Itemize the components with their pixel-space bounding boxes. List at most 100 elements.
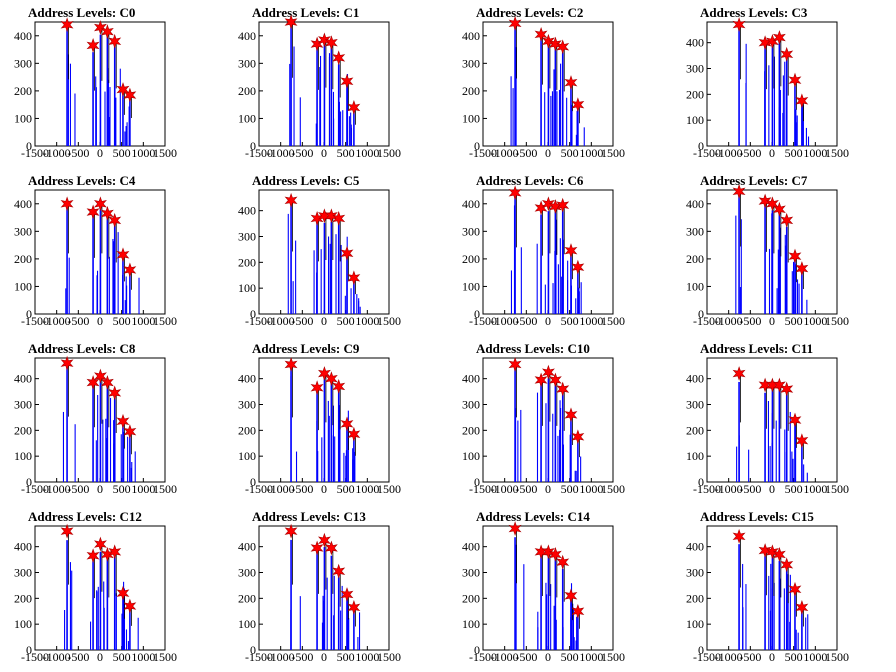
y-tick-label: 100 <box>686 279 704 293</box>
peak-marker <box>123 598 137 614</box>
chart-title: Address Levels: C1 <box>252 5 360 20</box>
x-tick-label: -1500 <box>245 314 273 328</box>
chart-title: Address Levels: C4 <box>28 173 136 188</box>
peak-marker <box>548 372 562 388</box>
x-tick-label: 500 <box>113 650 131 664</box>
chart-panel: Address Levels: C2 0 100 200 300 400 -1500 -100… <box>448 0 672 168</box>
peak-marker <box>772 30 786 45</box>
chart-panel: Address Levels: C6 0 100 200 300 400 -1500 -100… <box>448 168 672 336</box>
peak-marker <box>324 208 338 224</box>
x-tick-label: 0 <box>545 146 551 160</box>
y-tick-label: 100 <box>238 449 256 463</box>
y-tick-label: 0 <box>26 139 32 153</box>
peak-marker <box>571 429 585 445</box>
x-tick-label: -1000 <box>491 650 519 664</box>
chart-panel: Address Levels: C11 0 100 200 300 400 -1500 -10… <box>672 336 896 504</box>
x-tick-label: 500 <box>113 482 131 496</box>
peak-marker <box>758 193 772 209</box>
x-tick-label: 0 <box>769 146 775 160</box>
chart-title: Address Levels: C12 <box>28 509 142 524</box>
chart-panel: Address Levels: C12 0 100 200 300 400 -1500 -10… <box>0 504 224 672</box>
y-tick-label: 100 <box>462 279 480 293</box>
x-tick-label: 0 <box>545 482 551 496</box>
peak-marker <box>542 33 555 49</box>
y-tick-label: 400 <box>686 197 704 211</box>
y-tick-label: 200 <box>462 84 480 98</box>
x-tick-label: 1000 <box>355 482 379 496</box>
peak-marker <box>318 32 331 48</box>
x-tick-label: 1000 <box>803 314 827 328</box>
chart-panel: Address Levels: C8 0 100 200 300 400 -1500 -100… <box>0 336 224 504</box>
y-tick-label: 300 <box>238 230 256 244</box>
y-tick-label: 100 <box>462 617 480 631</box>
y-tick-label: 300 <box>462 398 480 412</box>
x-tick-label: 1500 <box>825 482 849 496</box>
peak-marker <box>534 26 548 42</box>
y-tick-label: 100 <box>686 113 704 127</box>
y-tick-label: 300 <box>238 56 256 70</box>
peak-marker <box>94 196 107 212</box>
x-tick-label: -500 <box>515 146 537 160</box>
x-tick-label: 1500 <box>825 650 849 664</box>
x-tick-label: -1500 <box>469 482 497 496</box>
x-tick-label: 1000 <box>579 314 603 328</box>
x-tick-label: 1000 <box>131 482 155 496</box>
peak-marker <box>284 14 298 30</box>
y-tick-label: 0 <box>474 139 480 153</box>
y-tick-label: 400 <box>238 540 256 554</box>
x-tick-label: 0 <box>769 314 775 328</box>
chart-panel: Address Levels: C15 0 100 200 300 400 -1500 -10… <box>672 504 896 672</box>
y-tick-label: 400 <box>686 36 704 50</box>
chart-panel: Address Levels: C3 0 100 200 300 400 -1500 -100… <box>672 0 896 168</box>
peak-marker <box>60 355 74 371</box>
peak-marker <box>60 523 74 539</box>
y-tick-label: 0 <box>250 139 256 153</box>
x-tick-label: 0 <box>97 650 103 664</box>
peak-marker <box>284 523 298 539</box>
x-tick-label: 1500 <box>825 314 849 328</box>
x-tick-label: 1000 <box>579 650 603 664</box>
peak-marker <box>564 407 578 423</box>
peak-marker <box>86 375 100 390</box>
x-tick-label: 1000 <box>131 146 155 160</box>
chart-panel: Address Levels: C13 0 100 200 300 400 -1500 -10… <box>224 504 448 672</box>
x-tick-label: 500 <box>785 650 803 664</box>
x-tick-label: -1000 <box>267 650 295 664</box>
peak-marker <box>123 424 137 440</box>
x-tick-label: 500 <box>337 314 355 328</box>
peak-marker <box>795 599 809 615</box>
peak-marker <box>310 540 324 556</box>
x-tick-label: 500 <box>113 146 131 160</box>
y-tick-label: 400 <box>14 29 32 43</box>
x-tick-label: 1500 <box>601 482 625 496</box>
x-tick-label: -1500 <box>469 314 497 328</box>
peak-marker <box>795 433 809 449</box>
y-tick-label: 300 <box>14 224 32 238</box>
x-tick-label: -1000 <box>491 314 519 328</box>
x-tick-label: 1500 <box>153 314 177 328</box>
peak-marker <box>732 17 746 33</box>
y-tick-label: 200 <box>14 591 32 605</box>
peak-marker <box>60 17 74 33</box>
y-tick-label: 100 <box>686 617 704 631</box>
y-tick-label: 0 <box>474 307 480 321</box>
x-tick-label: -500 <box>291 482 313 496</box>
chart-panel: Address Levels: C7 0 100 200 300 400 -1500 -100… <box>672 168 896 336</box>
x-tick-label: 500 <box>785 482 803 496</box>
x-tick-label: 0 <box>545 314 551 328</box>
chart-title: Address Levels: C11 <box>700 341 814 356</box>
y-tick-label: 200 <box>238 423 256 437</box>
x-tick-label: -500 <box>67 146 89 160</box>
x-tick-label: -1000 <box>43 314 71 328</box>
peak-marker <box>788 248 802 264</box>
chart-title: Address Levels: C8 <box>28 341 136 356</box>
peak-marker <box>772 546 786 562</box>
y-tick-label: 200 <box>14 252 32 266</box>
peak-marker <box>340 416 354 432</box>
x-tick-label: -500 <box>291 146 313 160</box>
